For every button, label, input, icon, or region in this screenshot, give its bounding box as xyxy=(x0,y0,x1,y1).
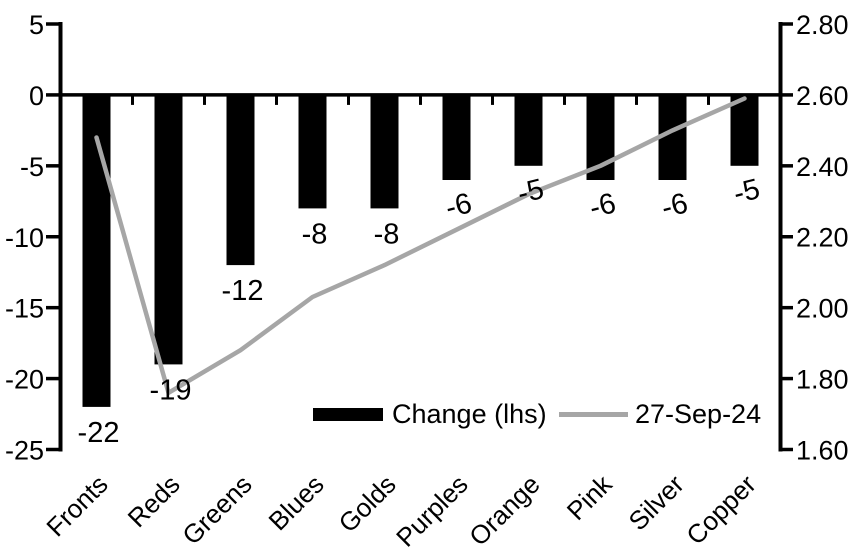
bar-golds xyxy=(370,94,399,209)
left-axis-tick-label: 5 xyxy=(29,10,44,40)
legend-item-line-series: 27-Sep-24 xyxy=(559,398,762,429)
bar-reds xyxy=(154,94,183,365)
right-axis-tick-label: 2.60 xyxy=(796,81,849,111)
category-label-golds: Golds xyxy=(333,469,402,538)
bar-orange xyxy=(514,94,543,166)
bar-copper xyxy=(730,94,759,166)
category-label-blues: Blues xyxy=(263,469,330,536)
right-axis-tick-label: 1.60 xyxy=(796,436,849,466)
left-axis-tick-label: 0 xyxy=(29,81,44,111)
bar-data-label: -19 xyxy=(150,374,192,406)
category-label-pink: Pink xyxy=(561,468,619,526)
right-axis-tick-label: 2.40 xyxy=(796,152,849,182)
left-axis-tick-label: -25 xyxy=(5,436,44,466)
bar-fronts xyxy=(82,94,111,407)
legend-item-change: Change (lhs) xyxy=(313,398,547,429)
legend-bar-swatch xyxy=(313,407,383,421)
bar-data-label: -8 xyxy=(374,218,400,250)
legend-line-swatch xyxy=(559,411,628,417)
bar-data-label: -6 xyxy=(586,187,619,224)
right-axis-tick-label: 2.00 xyxy=(796,294,849,324)
bar-data-label: -5 xyxy=(514,173,547,210)
bar-data-label: -22 xyxy=(78,417,120,449)
category-label-silver: Silver xyxy=(623,469,690,536)
bar-greens xyxy=(226,94,255,266)
bar-blues xyxy=(298,94,327,209)
category-label-copper: Copper xyxy=(680,469,762,550)
category-label-greens: Greens xyxy=(176,469,258,550)
bar-data-label: -5 xyxy=(730,173,763,210)
bar-data-label: -8 xyxy=(302,218,328,250)
category-label-reds: Reds xyxy=(122,469,186,533)
category-label-orange: Orange xyxy=(463,469,546,550)
bar-data-label: -6 xyxy=(658,187,691,224)
bar-data-label: -6 xyxy=(442,187,475,224)
line-series-27-sep-24 xyxy=(94,96,747,396)
legend-label-date: 27-Sep-24 xyxy=(635,398,762,429)
right-axis-tick-label: 2.80 xyxy=(796,10,849,40)
bar-data-label: -12 xyxy=(222,275,264,307)
category-label-purples: Purples xyxy=(390,469,474,550)
left-axis-tick-label: -5 xyxy=(20,152,44,182)
left-axis-tick-label: -15 xyxy=(5,294,44,324)
left-axis-tick-label: -20 xyxy=(5,365,44,395)
right-axis-tick-label: 1.80 xyxy=(796,365,849,395)
left-axis-tick-label: -10 xyxy=(5,223,44,253)
legend-label-change: Change (lhs) xyxy=(392,398,547,429)
bar-purples xyxy=(442,94,471,180)
category-label-fronts: Fronts xyxy=(40,469,113,542)
right-axis-tick-label: 2.20 xyxy=(796,223,849,253)
